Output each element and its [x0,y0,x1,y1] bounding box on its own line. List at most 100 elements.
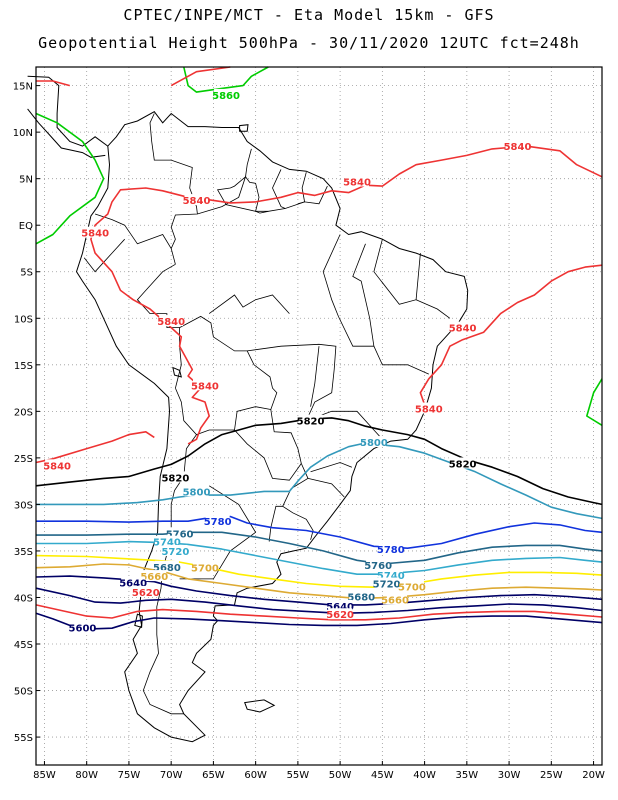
contour-label: 5620 [132,588,160,599]
falkland-islands [244,699,276,713]
central-america-pacific-coast [27,108,106,158]
contour-label-background [159,315,184,327]
lat-tick-label: 45S [14,640,33,651]
contour-5640 [35,604,603,621]
lon-tick-label: 35W [456,770,479,781]
contour-5840-south [35,431,155,464]
brazil-state-borders-6 [373,346,429,375]
contour-label-background [450,321,475,333]
contour-5840-north2 [170,66,231,87]
contour-label-background [383,593,408,605]
contour-label: 5840 [343,177,371,188]
longitude-axis: 85W 80W 75W 70W 65W 60W 55W 50W 45W 40W 35W 30W 25W 2… [33,761,605,781]
lat-tick-label: EQ [19,221,33,232]
contour-label: 5680 [153,563,181,574]
contour-5700 [35,563,603,600]
contour-label-background [378,569,403,581]
contour-label-background [133,585,158,597]
contour-label: 5740 [153,538,181,549]
contour-label: 5740 [377,571,405,582]
lon-tick-label: 30W [498,770,521,781]
brazil-state-borders-5 [310,346,320,407]
lat-tick-label: 25S [14,454,33,465]
contour-label: 5800 [183,487,211,498]
ecuador-peru-border [83,238,125,273]
lon-tick-label: 80W [75,770,98,781]
contour-label: 5800 [360,438,388,449]
contour-label: 5840 [191,381,219,392]
contour-5840-equator [90,145,603,445]
contour-label: 5780 [204,517,232,528]
map-title-line2: Geopotential Height 500hPa - 30/11/2020 … [38,34,580,52]
contour-5860-north [183,66,269,93]
suriname-french-guiana-border [297,172,307,205]
contour-5840-east [419,264,603,406]
contour-label-background [205,515,230,527]
contour-label-background [378,543,403,555]
contour-label: 5860 [212,91,240,102]
chile-argentina-border [142,434,197,715]
titicaca-lake [172,366,183,378]
map-title-line1: CPTEC/INPE/MCT - Eta Model 15km - GFS [123,6,495,24]
brazil-state-borders-9 [307,478,345,498]
contour-label-background [154,535,179,547]
lon-tick-label: 75W [118,770,141,781]
contour-label: 5680 [347,593,375,604]
contour-label: 5840 [449,324,477,335]
lat-tick-label: 50S [14,687,33,698]
contour-label: 5840 [415,405,443,416]
contour-5760 [36,531,603,565]
lat-tick-label: 55S [14,733,33,744]
lon-tick-label: 85W [33,770,56,781]
lat-tick-label: 15S [14,361,33,372]
contour-label: 5720 [161,547,189,558]
contour-label-background [328,599,353,611]
contour-label-background [167,527,192,539]
contour-label: 5640 [119,579,147,590]
contour-label: 5840 [43,461,71,472]
contour-5820 [35,417,603,506]
contour-5860-west [35,112,105,245]
contour-5860-east [586,378,603,426]
lon-tick-label: 50W [329,770,352,781]
brazil-state-borders-7 [415,299,451,319]
peru-brazil-bolivia-border [136,263,182,389]
contour-5800 [36,442,603,520]
trinidad-island [239,124,249,132]
brazil-state-borders-4 [247,343,383,440]
south-america-coastline [75,111,469,743]
lon-tick-label: 25W [540,770,563,781]
contour-label-background [214,88,239,100]
contour-label: 5820 [449,459,477,470]
contour-label: 5660 [381,595,409,606]
brazil-state-borders-8 [310,462,353,473]
lon-tick-label: 55W [287,770,310,781]
contour-label-background [328,608,353,620]
contour-label-background [192,379,217,391]
contour-label-background [298,414,323,426]
contour-label: 5760 [166,529,194,540]
brazil-state-borders-3 [208,294,290,314]
contour-label-background [450,457,475,469]
brazil-state-borders-1 [322,234,375,347]
contour-label-background [45,459,70,471]
contour-label-background [345,175,370,187]
contour-label-background [163,544,188,556]
contour-label: 5620 [326,610,354,621]
contour-label: 5840 [504,142,532,153]
dotted-gridlines [36,67,602,765]
lat-tick-label: 40S [14,593,33,604]
contour-label: 5840 [157,317,185,328]
contour-5720 [35,554,603,588]
contour-label-background [399,580,424,592]
contour-label: 5700 [398,582,426,593]
guyana-suriname-border [272,169,286,209]
lat-tick-label: 10N [13,128,33,139]
contour-label-background [505,140,530,152]
contour-label-background [121,576,146,588]
contour-label: 5660 [140,572,168,583]
contour-label-background [70,621,95,633]
lat-tick-label: 5N [19,175,33,186]
brazil-north-border [170,175,328,249]
lat-tick-label: 15N [13,82,33,93]
